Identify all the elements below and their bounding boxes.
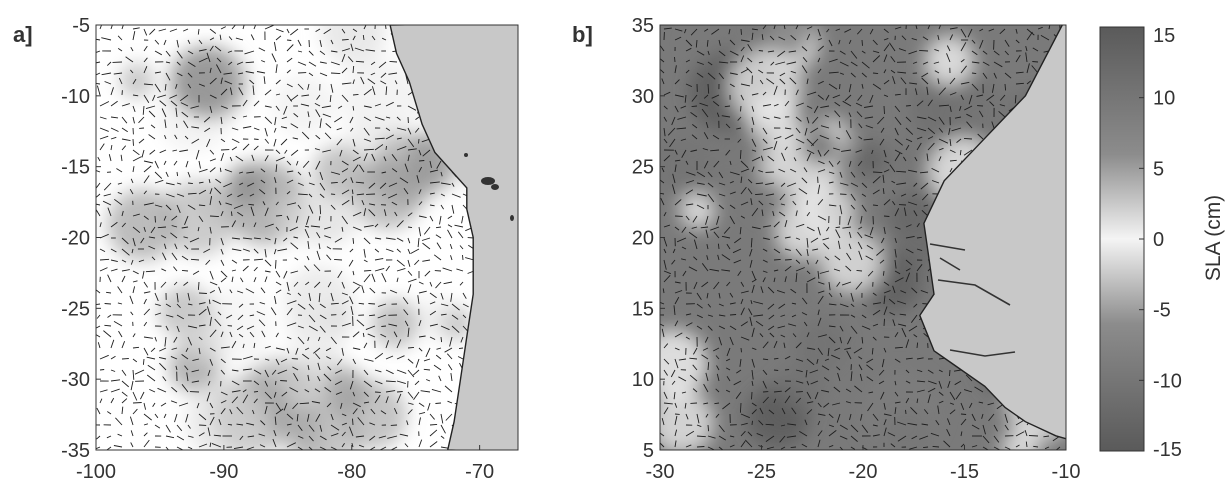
colorbar-tick-label: 15: [1153, 25, 1175, 47]
colorbar-tick-label: 0: [1153, 229, 1164, 251]
colorbar-tick-label: 5: [1153, 158, 1164, 180]
x-tick-label: -90: [209, 461, 238, 483]
colorbar-gradient: [1100, 27, 1144, 451]
y-tick-label: 25: [632, 157, 654, 179]
y-tick-label: -25: [61, 298, 90, 320]
colorbar-tick-label: -10: [1153, 370, 1182, 392]
x-tick-label: -20: [849, 461, 878, 483]
y-tick-label: 20: [632, 228, 654, 250]
panel-b-map: [638, 0, 1091, 468]
colorbar-tick-label: -15: [1153, 439, 1182, 461]
x-tick-label: -25: [747, 461, 776, 483]
colorbar-ticks: 15 10 5 0 -5 -10 -15: [1139, 25, 1182, 461]
panel-a-map: [91, 0, 533, 472]
x-tick-label: -80: [337, 461, 366, 483]
y-tick-label: 5: [643, 440, 654, 462]
colorbar-tick-label: 10: [1153, 88, 1175, 110]
y-tick-label: -5: [72, 15, 90, 37]
x-tick-label: -15: [950, 461, 979, 483]
y-tick-label: 10: [632, 369, 654, 391]
y-tick-label: 15: [632, 298, 654, 320]
x-tick-label: -100: [76, 461, 116, 483]
y-tick-label: 35: [632, 15, 654, 37]
colorbar-tick-label: -5: [1153, 300, 1171, 322]
x-tick-label: -70: [465, 461, 494, 483]
panel-b: b] -30 -25 -20 -15 -10 35 30 25 20 15 10 5: [572, 0, 1091, 483]
y-tick-label: 30: [632, 86, 654, 108]
colorbar-label: SLA (cm): [1202, 195, 1225, 281]
y-tick-label: -30: [61, 369, 90, 391]
y-tick-label: -15: [61, 157, 90, 179]
y-tick-label: -20: [61, 228, 90, 250]
panel-a-label: a]: [13, 22, 33, 47]
colorbar: 15 10 5 0 -5 -10 -15 SLA (cm): [1100, 25, 1225, 461]
x-tick-label: -10: [1052, 461, 1081, 483]
x-tick-label: -30: [646, 461, 675, 483]
y-tick-label: -35: [61, 440, 90, 462]
panel-a: a] -100 -90 -80 -70 -5 -10 -15 -20 -25 -30 -35: [13, 0, 533, 483]
panel-b-label: b]: [572, 22, 593, 47]
y-tick-label: -10: [61, 86, 90, 108]
